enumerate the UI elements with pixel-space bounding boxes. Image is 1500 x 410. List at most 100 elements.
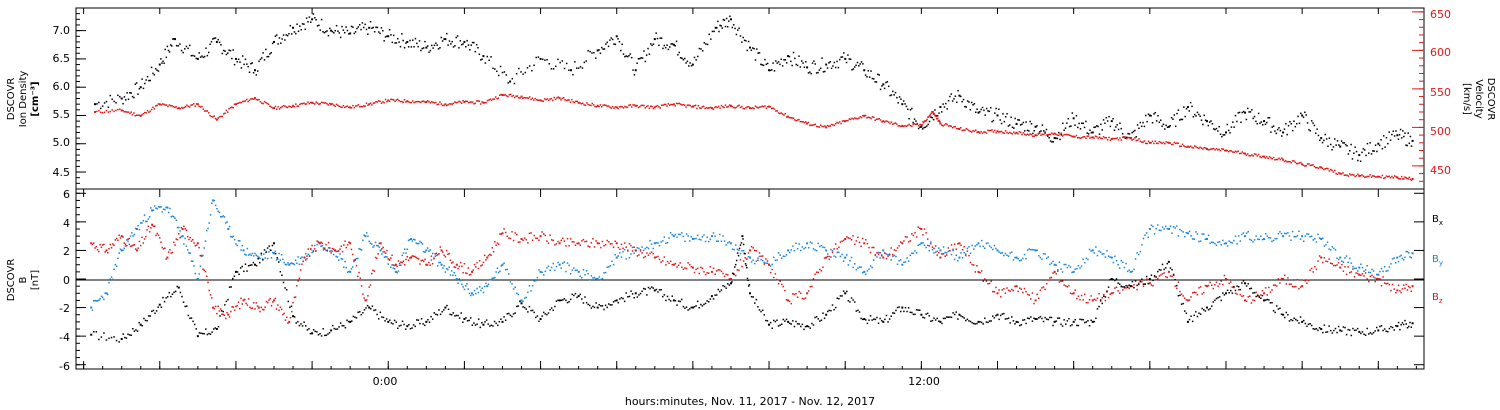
bx-sample bbox=[952, 312, 954, 314]
velocity-sample bbox=[263, 100, 266, 103]
by-sample bbox=[1101, 253, 1103, 255]
by-sample bbox=[1055, 264, 1057, 266]
velocity-sample bbox=[1402, 178, 1404, 180]
velocity-sample bbox=[975, 129, 977, 131]
bx-sample bbox=[1003, 312, 1005, 315]
by-sample bbox=[1209, 242, 1211, 244]
ion-density-sample bbox=[1147, 113, 1150, 115]
ion-density-sample bbox=[890, 94, 893, 96]
bx-sample bbox=[547, 312, 550, 314]
by-sample bbox=[814, 249, 816, 251]
ion-density-sample bbox=[613, 43, 615, 45]
velocity-sample bbox=[1304, 165, 1306, 167]
ion-density-sample bbox=[557, 58, 559, 61]
ion-density-sample bbox=[1140, 125, 1143, 128]
velocity-sample bbox=[1087, 135, 1090, 137]
bx-sample bbox=[638, 294, 640, 296]
bx-sample bbox=[1231, 292, 1234, 294]
by-sample bbox=[1103, 252, 1105, 255]
bottom-tick-label: 6 bbox=[63, 188, 70, 201]
by-sample bbox=[1374, 277, 1376, 279]
bx-sample bbox=[1363, 333, 1365, 336]
velocity-sample bbox=[862, 114, 864, 117]
bz-point bbox=[749, 249, 751, 252]
by-sample bbox=[1006, 254, 1008, 257]
by-sample bbox=[846, 254, 848, 256]
velocity-sample bbox=[1215, 147, 1218, 150]
ion-density-sample bbox=[117, 94, 119, 97]
bx-sample bbox=[1209, 307, 1211, 310]
bx-sample bbox=[1058, 317, 1061, 319]
bx-sample bbox=[1150, 274, 1153, 276]
bx-point bbox=[1377, 329, 1380, 332]
by-sample bbox=[246, 247, 249, 250]
bx-sample bbox=[509, 314, 512, 317]
ion-density-sample bbox=[1215, 127, 1218, 130]
bx-sample bbox=[251, 264, 253, 266]
by-sample bbox=[350, 268, 353, 270]
top-left-title-line1: DSCOVR bbox=[6, 78, 17, 121]
velocity-sample bbox=[933, 112, 936, 115]
by-sample bbox=[1306, 233, 1308, 235]
by-sample bbox=[397, 270, 400, 272]
by-sample bbox=[1212, 241, 1215, 244]
bz-point bbox=[1015, 285, 1018, 288]
velocity-sample bbox=[624, 105, 626, 108]
x-tick-label: 0:00 bbox=[373, 375, 398, 388]
bx-sample bbox=[671, 295, 674, 297]
bz-sample bbox=[256, 305, 259, 307]
ion-density-sample bbox=[799, 66, 802, 68]
bx-sample bbox=[1004, 318, 1007, 320]
velocity-sample bbox=[1000, 130, 1003, 133]
ion-density-sample bbox=[1302, 116, 1305, 118]
velocity-sample bbox=[407, 101, 410, 103]
by-sample bbox=[1314, 238, 1316, 240]
ion-density-sample bbox=[353, 32, 355, 35]
bz-sample bbox=[765, 258, 767, 260]
bz-sample bbox=[819, 268, 821, 271]
bz-sample bbox=[969, 261, 972, 264]
velocity-point bbox=[920, 124, 923, 127]
velocity-sample bbox=[841, 120, 844, 122]
bx-sample bbox=[411, 327, 413, 329]
ion-density-sample bbox=[1294, 125, 1297, 128]
by-sample bbox=[351, 266, 354, 268]
velocity-sample bbox=[1363, 176, 1366, 178]
by-sample bbox=[417, 242, 420, 245]
bz-sample bbox=[1177, 281, 1180, 283]
bz-sample bbox=[560, 239, 562, 242]
by-sample bbox=[398, 264, 401, 267]
by-sample bbox=[1350, 262, 1353, 264]
ion-density-sample bbox=[772, 62, 774, 64]
velocity-sample bbox=[960, 126, 962, 129]
bx-sample bbox=[800, 325, 802, 328]
velocity-sample bbox=[1032, 135, 1034, 138]
ion-density-sample bbox=[1365, 154, 1367, 157]
bottom-tick-label: 2 bbox=[63, 245, 70, 258]
bz-sample bbox=[1011, 288, 1013, 291]
by-sample bbox=[99, 298, 101, 300]
bz-sample bbox=[803, 298, 805, 300]
by-sample bbox=[568, 264, 570, 267]
velocity-sample bbox=[441, 104, 444, 107]
by-sample bbox=[1172, 225, 1175, 228]
bz-sample bbox=[1255, 291, 1257, 294]
ion-density-sample bbox=[1219, 133, 1222, 136]
velocity-sample bbox=[1340, 173, 1343, 175]
velocity-sample bbox=[737, 105, 739, 107]
ion-density-sample bbox=[187, 47, 189, 50]
velocity-sample bbox=[1062, 135, 1064, 137]
velocity-sample bbox=[1154, 140, 1157, 143]
bx-sample bbox=[301, 325, 304, 327]
by-sample bbox=[833, 255, 835, 257]
ion-density-sample bbox=[220, 44, 222, 46]
by-sample bbox=[454, 274, 457, 277]
bz-sample bbox=[232, 306, 235, 308]
bz-sample bbox=[690, 265, 693, 268]
velocity-sample bbox=[1200, 147, 1203, 149]
top-panel-frame bbox=[75, 7, 1425, 190]
velocity-sample bbox=[1270, 157, 1272, 159]
by-sample bbox=[142, 219, 145, 222]
ion-density-sample bbox=[201, 55, 203, 57]
ion-density-sample bbox=[803, 66, 806, 68]
